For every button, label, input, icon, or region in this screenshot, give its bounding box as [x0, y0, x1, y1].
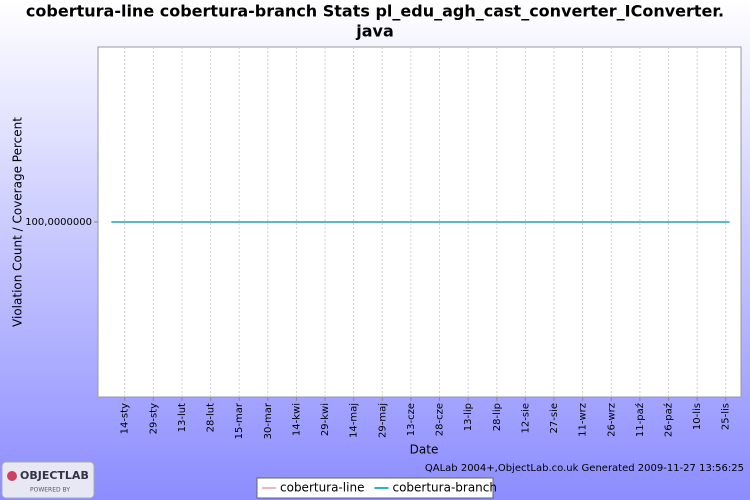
logo: OBJECTLAB POWERED BY: [1, 461, 95, 499]
x-tick-label: 13-lut: [177, 403, 188, 432]
y-axis-label: Violation Count / Coverage Percent: [11, 117, 25, 327]
x-tick-label: 12-sie: [520, 403, 531, 433]
x-tick-label: 26-wrz: [606, 403, 617, 437]
x-tick-label: 30-mar: [263, 402, 274, 439]
x-tick-label: 11-paź: [634, 403, 646, 437]
x-tick-label: 29-sty: [148, 403, 159, 434]
x-tick-label: 13-cze: [406, 403, 417, 436]
x-tick-label: 14-kwi: [291, 403, 302, 436]
footer: QALab 2004+,ObjectLab.co.uk Generated 20…: [425, 463, 744, 474]
x-tick-label: 14-sty: [120, 403, 131, 434]
logo-subtext: POWERED BY: [30, 487, 70, 494]
x-tick-label: 26-paź: [662, 403, 674, 437]
x-tick-label: 28-lut: [206, 403, 217, 432]
x-tick-label: 27-sie: [549, 403, 560, 433]
x-tick-label: 29-maj: [377, 403, 388, 438]
x-tick-label: 11-wrz: [578, 403, 589, 437]
y-tick-label: 100,0000000: [25, 217, 92, 228]
legend-label: cobertura-branch: [392, 481, 497, 495]
x-tick-label: 28-cze: [435, 403, 446, 436]
x-tick-label: 25-lis: [721, 403, 732, 430]
x-tick-label: 15-mar: [234, 402, 245, 439]
chart-title: java: [355, 22, 394, 41]
legend-label: cobertura-line: [280, 481, 364, 495]
x-axis-label: Date: [410, 443, 439, 457]
x-tick-label: 13-lip: [463, 403, 474, 431]
x-tick-label: 28-lip: [492, 403, 503, 431]
logo-text: OBJECTLAB: [20, 469, 89, 482]
chart-title: cobertura-line cobertura-branch Stats pl…: [26, 2, 724, 21]
logo-icon: [7, 471, 17, 481]
x-tick-label: 10-lis: [692, 403, 703, 430]
x-tick-label: 14-maj: [349, 403, 360, 438]
logo-box: [1, 461, 95, 499]
x-tick-label: 29-kwi: [320, 403, 331, 436]
